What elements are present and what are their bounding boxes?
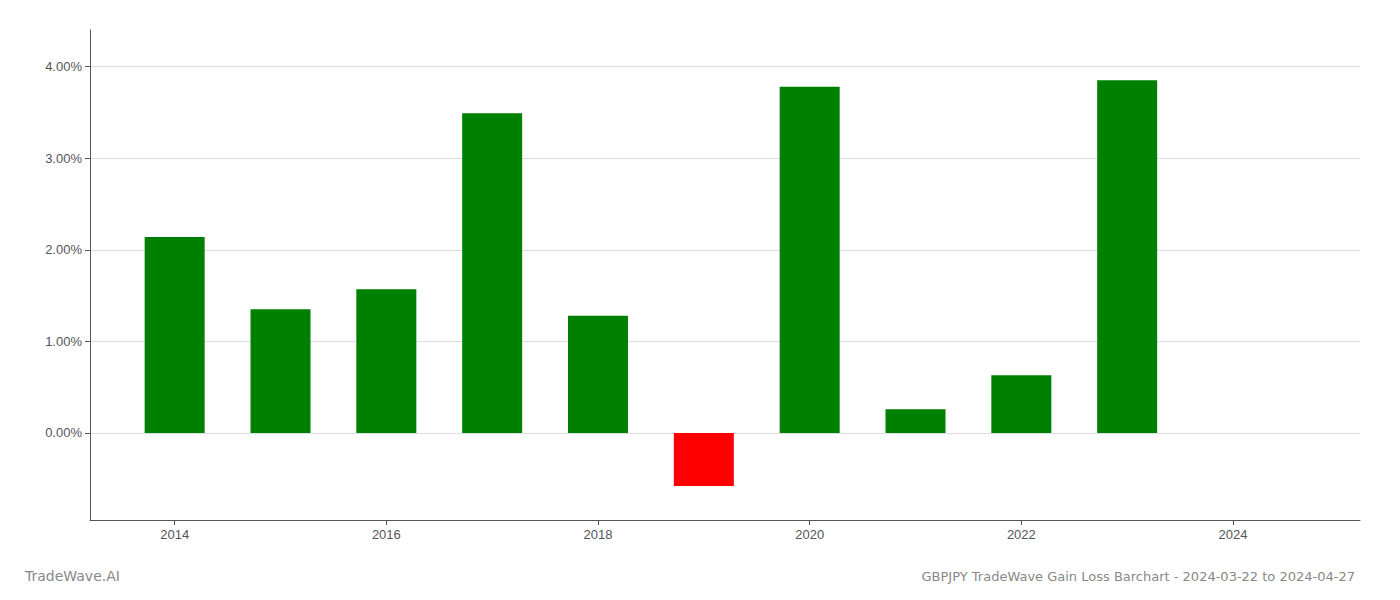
- svg-text:TradeWave.AI: TradeWave.AI: [24, 568, 120, 584]
- svg-text:4.00%: 4.00%: [45, 59, 82, 74]
- svg-text:2024: 2024: [1219, 527, 1248, 542]
- svg-text:1.00%: 1.00%: [45, 334, 82, 349]
- svg-text:0.00%: 0.00%: [45, 425, 82, 440]
- svg-text:2.00%: 2.00%: [45, 242, 82, 257]
- svg-text:GBPJPY TradeWave Gain Loss Bar: GBPJPY TradeWave Gain Loss Barchart - 20…: [922, 569, 1355, 584]
- svg-text:2014: 2014: [160, 527, 189, 542]
- svg-text:2016: 2016: [372, 527, 401, 542]
- svg-text:3.00%: 3.00%: [45, 151, 82, 166]
- svg-text:2020: 2020: [795, 527, 824, 542]
- svg-text:2018: 2018: [584, 527, 613, 542]
- svg-text:2022: 2022: [1007, 527, 1036, 542]
